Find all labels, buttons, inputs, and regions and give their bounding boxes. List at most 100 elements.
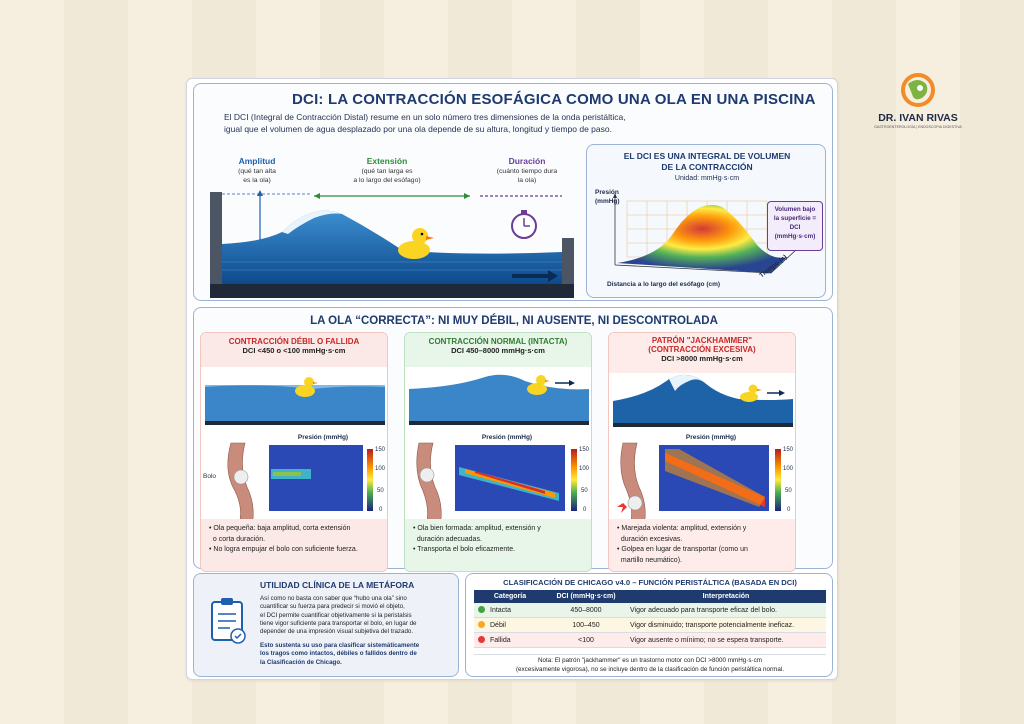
duration-label: Duración [508, 156, 546, 166]
chicago-classification-panel: CLASIFICACIÓN DE CHICAGO v4.0 – FUNCIÓN … [465, 573, 833, 677]
card-jackhammer-subtitle: DCI >8000 mmHg·s·cm [661, 354, 743, 363]
integral-unit: Unidad: mmHg·s·cm [674, 175, 740, 182]
row-category: Débil [490, 622, 506, 629]
bullet-jack-3: • Golpea en lugar de transportar (como u… [617, 546, 748, 553]
infographic-poster: DCI: LA CONTRACCIÓN ESOFÁGICA COMO UNA O… [186, 78, 838, 680]
card-weak: CONTRACCIÓN DÉBIL O FALLIDA DCI <450 o <… [200, 332, 388, 572]
axis-pressure-unit: (mmHg) [595, 198, 620, 205]
bullet-weak-1: • Ola pequeña: baja amplitud, corta exte… [209, 525, 351, 532]
normal-wave-pool [409, 374, 589, 425]
heatmap-title-weak: Presión (mmHg) [297, 434, 349, 441]
card-jackhammer-title-2: (CONTRACCIÓN EXCESIVA) [648, 345, 756, 354]
impact-burst-icon [617, 499, 627, 513]
cbar-tick-100: 100 [783, 466, 794, 472]
cbar-tick-0: 0 [379, 507, 383, 513]
col-header-interpretation: Interpretación [626, 590, 826, 603]
card-normal: CONTRACCIÓN NORMAL (INTACTA) DCI 450–800… [404, 332, 592, 572]
bullet-normal-2: duración adecuadas. [416, 535, 482, 543]
page-title: DCI: LA CONTRACCIÓN ESOFÁGICA COMO UNA O… [292, 91, 816, 108]
pool-wave-drawing [210, 190, 574, 298]
bullets-weak: • Ola pequeña: baja amplitud, corta exte… [201, 519, 387, 571]
brand-logo: DR. IVAN RIVAS GASTROENTEROLOGÍA | ENDOS… [868, 72, 968, 132]
table-row: Débil 100–450 Vigor disminuido; transpor… [474, 617, 826, 633]
heatmap-title-normal: Presión (mmHg) [481, 434, 533, 441]
wave-types-panel: LA OLA “CORRECTA”: NI MUY DÉBIL, NI AUSE… [193, 307, 833, 572]
chicago-note: Nota: El patrón "jackhammer" es un trast… [474, 654, 826, 674]
card-weak-subtitle: DCI <450 o <100 mmHg·s·cm [242, 346, 346, 355]
bullet-jack-2: duración excesivas. [620, 535, 683, 543]
brand-tagline: GASTROENTEROLOGÍA | ENDOSCOPIA DIGESTIVA [874, 125, 962, 129]
axis-pressure-label: Presión [595, 189, 619, 196]
bullet-normal-3: • Transporta el bolo eficazmente. [413, 546, 516, 553]
callout-line-2: la superficie = [773, 215, 817, 222]
cbar-tick-50: 50 [377, 488, 384, 494]
cbar-tick-150: 150 [783, 447, 794, 453]
row-category: Fallida [490, 637, 511, 644]
callout-line-4: (mmHg·s·cm) [774, 233, 816, 240]
cbar-tick-50: 50 [785, 488, 792, 494]
extension-desc-1: (qué tan larga es [361, 168, 413, 175]
table-row: Fallida <100 Vigor ausente o mínimo; no … [474, 632, 826, 648]
note-line-2: (excesivamente vigorosa), no se incluye … [515, 665, 785, 673]
bolus-icon [419, 467, 435, 483]
cbar-tick-100: 100 [579, 466, 590, 472]
jackhammer-wave-pool [613, 374, 793, 427]
card-weak-title: CONTRACCIÓN DÉBIL O FALLIDA [228, 337, 360, 346]
heatmap-title-jackhammer: Presión (mmHg) [685, 434, 737, 441]
extension-desc-2: a lo largo del esófago) [353, 177, 421, 184]
callout-line-1: Volumen bajo [774, 206, 816, 213]
rubber-duck-icon [398, 228, 434, 259]
cbar-tick-100: 100 [375, 466, 386, 472]
dci-callout: Volumen bajo la superficie = DCI (mmHg·s… [767, 201, 823, 251]
rubber-duck-icon [527, 375, 550, 395]
card-normal-subtitle: DCI 450–8000 mmHg·s·cm [451, 346, 545, 355]
status-dot-red [478, 636, 485, 643]
cbar-tick-0: 0 [787, 507, 791, 513]
status-dot-yellow [478, 621, 485, 628]
bullet-jack-1: • Marejada violenta: amplitud, extensión… [617, 525, 747, 532]
amplitude-desc-1: (qué tan alta [238, 168, 276, 175]
stopwatch-icon [511, 210, 537, 239]
row-dci: <100 [546, 632, 626, 648]
note-line-1: Nota: El patrón "jackhammer" es un trast… [537, 657, 763, 664]
brand-name: DR. IVAN RIVAS [878, 112, 958, 124]
duration-desc-2: la ola) [517, 177, 537, 184]
bullet-weak-3: • No logra empujar el bolo con suficient… [209, 546, 358, 553]
heatmap-jackhammer [617, 442, 781, 531]
bullet-weak-2: o corta duración. [212, 535, 266, 543]
cbar-tick-50: 50 [581, 488, 588, 494]
heatmap-normal [416, 442, 577, 531]
clinical-paragraph-2: Esto sustenta su uso para clasificar sis… [260, 642, 420, 666]
heatmap-weak [227, 442, 373, 531]
callout-line-3: DCI [789, 224, 801, 231]
cbar-tick-150: 150 [579, 447, 590, 453]
chicago-table: Categoría DCI (mmHg·s·cm) Interpretación… [474, 590, 826, 648]
bullets-jackhammer: • Marejada violenta: amplitud, extensión… [609, 519, 795, 571]
row-dci: 450–8000 [546, 603, 626, 618]
status-dot-green [478, 606, 485, 613]
integral-title-1: EL DCI ES UNA INTEGRAL DE VOLUMEN [623, 151, 791, 161]
bullets-normal: • Ola bien formada: amplitud, extensión … [405, 519, 591, 571]
row-interpretation: Vigor disminuido; transporte potencialme… [626, 617, 826, 633]
clinical-paragraph-1: Así como no basta con saber que “hubo un… [260, 595, 417, 636]
rubber-duck-icon [740, 384, 762, 402]
row-interpretation: Vigor adecuado para transporte eficaz de… [626, 603, 826, 618]
card-jackhammer: PATRÓN "JACKHAMMER" (CONTRACCIÓN EXCESIV… [608, 332, 796, 572]
bullet-normal-1: • Ola bien formada: amplitud, extensión … [413, 525, 541, 532]
clinical-title: UTILIDAD CLÍNICA DE LA METÁFORA [260, 580, 415, 590]
integral-title-2: DE LA CONTRACCIÓN [661, 162, 753, 172]
integral-panel: EL DCI ES UNA INTEGRAL DE VOLUMEN DE LA … [586, 144, 826, 298]
chicago-table-wrap: Categoría DCI (mmHg·s·cm) Interpretación… [474, 590, 826, 648]
rubber-duck-icon [295, 377, 318, 397]
card-normal-title: CONTRACCIÓN NORMAL (INTACTA) [428, 337, 568, 346]
cbar-tick-0: 0 [583, 507, 587, 513]
card-jackhammer-title: PATRÓN "JACKHAMMER" [651, 336, 753, 345]
col-header-dci: DCI (mmHg·s·cm) [546, 590, 626, 603]
col-header-category: Categoría [474, 590, 546, 603]
bolus-icon [233, 469, 249, 485]
clinical-utility-panel: UTILIDAD CLÍNICA DE LA METÁFORA Así como… [193, 573, 459, 677]
clipboard-checklist-icon [211, 598, 246, 644]
extension-label: Extensión [366, 156, 408, 166]
intro-line-1: El DCI (Integral de Contracción Distal) … [224, 112, 626, 122]
top-panel: DCI: LA CONTRACCIÓN ESOFÁGICA COMO UNA O… [193, 83, 833, 301]
